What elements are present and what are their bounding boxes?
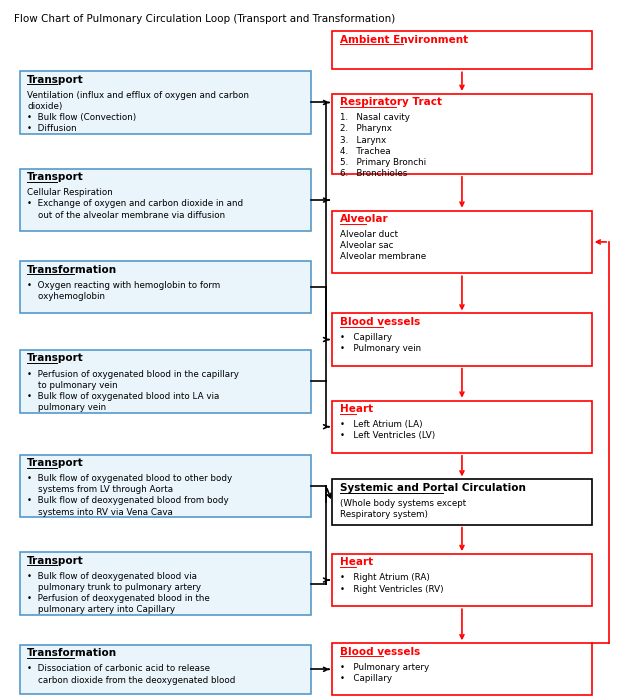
Text: Alveolar: Alveolar [340,214,388,224]
FancyBboxPatch shape [20,169,310,232]
FancyBboxPatch shape [332,31,592,69]
Text: 3.   Larynx: 3. Larynx [340,136,386,145]
FancyBboxPatch shape [332,554,592,606]
Text: out of the alveolar membrane via diffusion: out of the alveolar membrane via diffusi… [27,211,225,220]
Text: (Whole body systems except: (Whole body systems except [340,499,466,508]
Text: •  Bulk flow of deoxygenated blood via: • Bulk flow of deoxygenated blood via [27,572,197,581]
FancyBboxPatch shape [20,454,310,517]
Text: Alveolar sac: Alveolar sac [340,241,393,250]
FancyBboxPatch shape [20,71,310,134]
Text: Transport: Transport [27,556,84,566]
Text: Ventilation (influx and efflux of oxygen and carbon: Ventilation (influx and efflux of oxygen… [27,90,250,99]
Text: to pulmonary vein: to pulmonary vein [27,381,118,390]
Text: pulmonary artery into Capillary: pulmonary artery into Capillary [27,606,175,614]
Text: systems from LV through Aorta: systems from LV through Aorta [27,485,173,494]
Text: 1.   Nasal cavity: 1. Nasal cavity [340,113,409,122]
Text: pulmonary trunk to pulmonary artery: pulmonary trunk to pulmonary artery [27,583,201,592]
Text: •  Perfusion of deoxygenated blood in the: • Perfusion of deoxygenated blood in the [27,594,210,603]
Text: pulmonary vein: pulmonary vein [27,403,106,412]
Text: •  Bulk flow of oxygenated blood to other body: • Bulk flow of oxygenated blood to other… [27,474,232,483]
Text: Flow Chart of Pulmonary Circulation Loop (Transport and Transformation): Flow Chart of Pulmonary Circulation Loop… [14,14,395,24]
Text: Blood vessels: Blood vessels [340,647,420,657]
Text: 4.   Trachea: 4. Trachea [340,147,390,156]
Text: systems into RV via Vena Cava: systems into RV via Vena Cava [27,508,173,517]
Text: •  Diffusion: • Diffusion [27,124,77,133]
Text: Systemic and Portal Circulation: Systemic and Portal Circulation [340,483,525,493]
Text: 6.   Bronchioles: 6. Bronchioles [340,169,407,178]
Text: Heart: Heart [340,404,373,414]
Text: •  Oxygen reacting with hemoglobin to form: • Oxygen reacting with hemoglobin to for… [27,281,220,290]
Text: 5.   Primary Bronchi: 5. Primary Bronchi [340,158,425,167]
Text: •   Capillary: • Capillary [340,333,392,342]
FancyBboxPatch shape [20,645,310,694]
Text: Ambient Environment: Ambient Environment [340,34,468,45]
Text: •  Bulk flow (Convection): • Bulk flow (Convection) [27,113,137,122]
Text: Blood vessels: Blood vessels [340,317,420,327]
FancyBboxPatch shape [332,94,592,174]
Text: Transport: Transport [27,172,84,182]
Text: Alveolar duct: Alveolar duct [340,230,397,239]
Text: carbon dioxide from the deoxygenated blood: carbon dioxide from the deoxygenated blo… [27,676,236,685]
Text: Transformation: Transformation [27,265,117,274]
Text: •  Bulk flow of deoxygenated blood from body: • Bulk flow of deoxygenated blood from b… [27,496,229,505]
Text: oxyhemoglobin: oxyhemoglobin [27,292,106,301]
FancyBboxPatch shape [332,314,592,365]
Text: •   Right Ventricles (RV): • Right Ventricles (RV) [340,584,443,594]
FancyBboxPatch shape [332,480,592,525]
Text: •   Right Atrium (RA): • Right Atrium (RA) [340,573,430,582]
Text: Cellular Respiration: Cellular Respiration [27,188,113,197]
Text: Transport: Transport [27,458,84,468]
Text: •  Bulk flow of oxygenated blood into LA via: • Bulk flow of oxygenated blood into LA … [27,392,220,401]
Text: •   Left Atrium (LA): • Left Atrium (LA) [340,420,422,429]
Text: •   Capillary: • Capillary [340,674,392,683]
Text: Transport: Transport [27,354,84,363]
FancyBboxPatch shape [20,261,310,314]
Text: Transport: Transport [27,75,84,85]
Text: dioxide): dioxide) [27,102,63,111]
Text: Respiratory system): Respiratory system) [340,510,427,519]
Text: •  Dissociation of carbonic acid to release: • Dissociation of carbonic acid to relea… [27,664,211,673]
FancyBboxPatch shape [20,552,310,615]
FancyBboxPatch shape [20,350,310,413]
Text: •   Pulmonary vein: • Pulmonary vein [340,344,420,353]
Text: •   Left Ventricles (LV): • Left Ventricles (LV) [340,431,435,440]
Text: •   Pulmonary artery: • Pulmonary artery [340,663,428,672]
Text: Respiratory Tract: Respiratory Tract [340,97,442,107]
Text: Alveolar membrane: Alveolar membrane [340,253,425,261]
FancyBboxPatch shape [332,643,592,696]
FancyBboxPatch shape [332,211,592,273]
Text: Heart: Heart [340,557,373,568]
FancyBboxPatch shape [332,400,592,453]
Text: •  Exchange of oxygen and carbon dioxide in and: • Exchange of oxygen and carbon dioxide … [27,199,243,209]
Text: 2.   Pharynx: 2. Pharynx [340,125,391,134]
Text: •  Perfusion of oxygenated blood in the capillary: • Perfusion of oxygenated blood in the c… [27,370,239,379]
Text: Transformation: Transformation [27,648,117,659]
